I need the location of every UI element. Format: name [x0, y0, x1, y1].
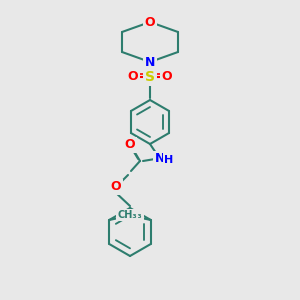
Text: S: S — [145, 70, 155, 84]
Text: N: N — [155, 152, 165, 166]
Text: CH₃: CH₃ — [117, 210, 137, 220]
Text: O: O — [111, 181, 121, 194]
Text: CH₃: CH₃ — [123, 210, 142, 220]
Text: H: H — [164, 155, 174, 165]
Text: O: O — [125, 139, 135, 152]
Text: O: O — [162, 70, 172, 83]
Text: N: N — [145, 56, 155, 68]
Text: O: O — [128, 70, 138, 83]
Text: O: O — [145, 16, 155, 28]
